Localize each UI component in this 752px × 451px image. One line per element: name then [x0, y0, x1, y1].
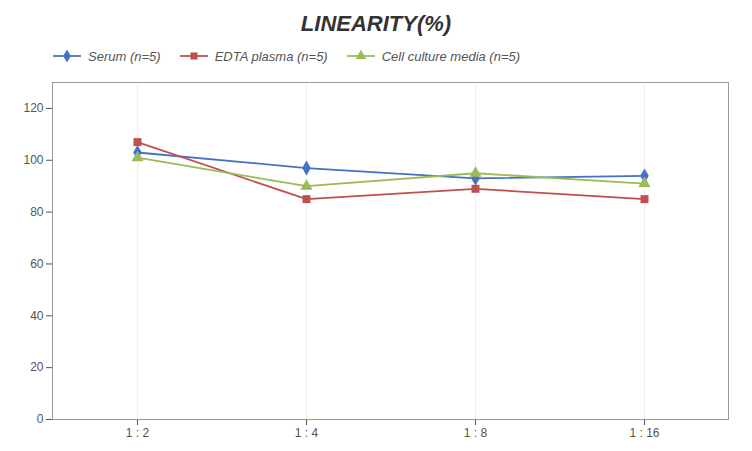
svg-text:1 : 4: 1 : 4	[295, 426, 319, 440]
html-text:Serum (n=5): Serum (n=5)	[88, 48, 161, 64]
html-text:EDTA plasma (n=5): EDTA plasma (n=5)	[214, 48, 328, 64]
svg-text:60: 60	[30, 257, 44, 271]
svg-text:0: 0	[37, 412, 44, 426]
svg-text:100: 100	[23, 153, 43, 167]
svg-text:80: 80	[30, 205, 44, 219]
svg-text:1 : 2: 1 : 2	[126, 426, 150, 440]
svg-text:20: 20	[30, 360, 44, 374]
svg-text:40: 40	[30, 309, 44, 323]
svg-text:120: 120	[23, 101, 43, 115]
html-text:Cell culture media (n=5): Cell culture media (n=5)	[381, 48, 521, 64]
html-text:LINEARITY(%): LINEARITY(%)	[300, 11, 452, 36]
svg-text:1 : 8: 1 : 8	[464, 426, 488, 440]
svg-text:1 : 16: 1 : 16	[629, 426, 659, 440]
